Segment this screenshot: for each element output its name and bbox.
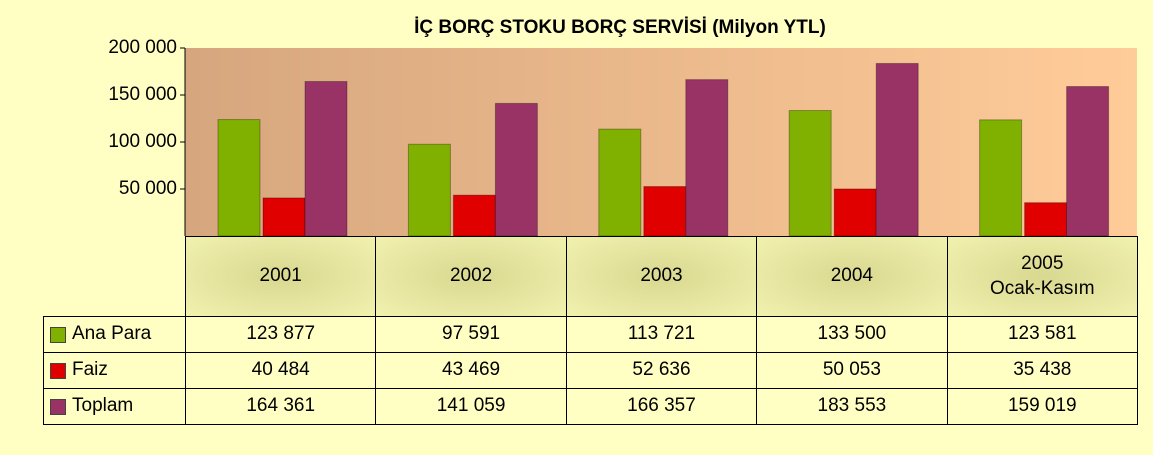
- legend-swatch: [50, 362, 66, 379]
- data-label: 52 636: [565, 352, 758, 389]
- x-tick-label: 2002: [375, 236, 567, 317]
- legend-label: Faiz: [72, 359, 108, 381]
- legend-swatch: [50, 326, 66, 343]
- data-label: 40 484: [185, 352, 377, 389]
- y-tick-label: 200 000: [108, 37, 177, 58]
- legend-label: Toplam: [72, 395, 134, 417]
- data-label: 183 553: [756, 388, 948, 425]
- bar: [833, 188, 877, 237]
- data-label: 166 357: [565, 388, 758, 425]
- legend-entry: Toplam: [43, 388, 186, 425]
- data-label: 123 581: [946, 316, 1138, 353]
- bar: [1066, 86, 1110, 237]
- bar: [685, 79, 729, 237]
- x-tick-label: 2001: [185, 236, 377, 317]
- data-label: 123 877: [185, 316, 377, 353]
- y-tick-label: 50 000: [119, 178, 177, 199]
- y-tick-label: 100 000: [108, 131, 177, 152]
- bar: [217, 119, 261, 237]
- bar: [979, 119, 1023, 237]
- legend-entry: Ana Para: [43, 316, 186, 353]
- data-label: 141 059: [375, 388, 567, 425]
- data-label: 35 438: [946, 352, 1138, 389]
- bar: [1024, 202, 1068, 237]
- data-label: 159 019: [946, 388, 1138, 425]
- data-label: 97 591: [375, 316, 567, 353]
- legend-label: Ana Para: [72, 323, 152, 345]
- bar: [407, 143, 451, 237]
- bar: [452, 194, 496, 237]
- bar: [494, 102, 538, 237]
- data-label: 50 053: [756, 352, 948, 389]
- x-tick-label: 2003: [565, 236, 758, 317]
- bar: [643, 186, 687, 237]
- bar: [598, 128, 642, 237]
- bar: [262, 197, 306, 237]
- bar: [304, 81, 348, 237]
- data-label: 133 500: [756, 316, 948, 353]
- x-tick-label: 2004: [756, 236, 948, 317]
- y-tick-label: 150 000: [108, 84, 177, 105]
- bar: [875, 62, 919, 237]
- data-label: 113 721: [565, 316, 758, 353]
- legend-entry: Faiz: [43, 352, 186, 389]
- data-label: 164 361: [185, 388, 377, 425]
- data-label: 43 469: [375, 352, 567, 389]
- legend-swatch: [50, 398, 66, 415]
- x-tick-label: 2005 Ocak-Kasım: [946, 236, 1138, 317]
- bar: [788, 110, 832, 237]
- chart-title: İÇ BORÇ STOKU BORÇ SERVİSİ (Milyon YTL): [414, 17, 826, 38]
